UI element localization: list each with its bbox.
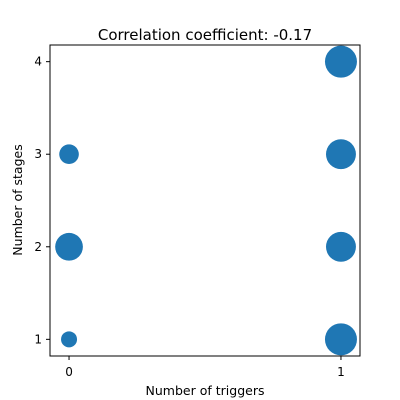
scatter-point-4 bbox=[325, 231, 356, 262]
x-tick-label-1: 1 bbox=[337, 365, 345, 379]
scatter-point-6 bbox=[324, 45, 357, 78]
y-axis-label: Number of stages bbox=[10, 144, 25, 255]
y-tick-label-3: 4 bbox=[34, 55, 42, 69]
y-tick-label-0: 1 bbox=[34, 332, 42, 346]
y-tick-label-1: 2 bbox=[34, 240, 42, 254]
x-axis-label: Number of triggers bbox=[146, 383, 265, 398]
scatter-point-1 bbox=[55, 232, 83, 261]
chart-title: Correlation coefficient: -0.17 bbox=[98, 26, 312, 44]
ticks-layer: 0 1 1 2 3 4 bbox=[34, 55, 344, 379]
scatter-point-2 bbox=[59, 144, 79, 165]
scatter-point-5 bbox=[325, 139, 356, 170]
scatter-point-0 bbox=[61, 331, 78, 348]
scatter-point-3 bbox=[324, 323, 357, 356]
points-layer bbox=[55, 45, 357, 356]
plot-frame bbox=[49, 44, 361, 357]
y-tick-label-2: 3 bbox=[34, 147, 42, 161]
x-tick-label-0: 0 bbox=[65, 365, 73, 379]
